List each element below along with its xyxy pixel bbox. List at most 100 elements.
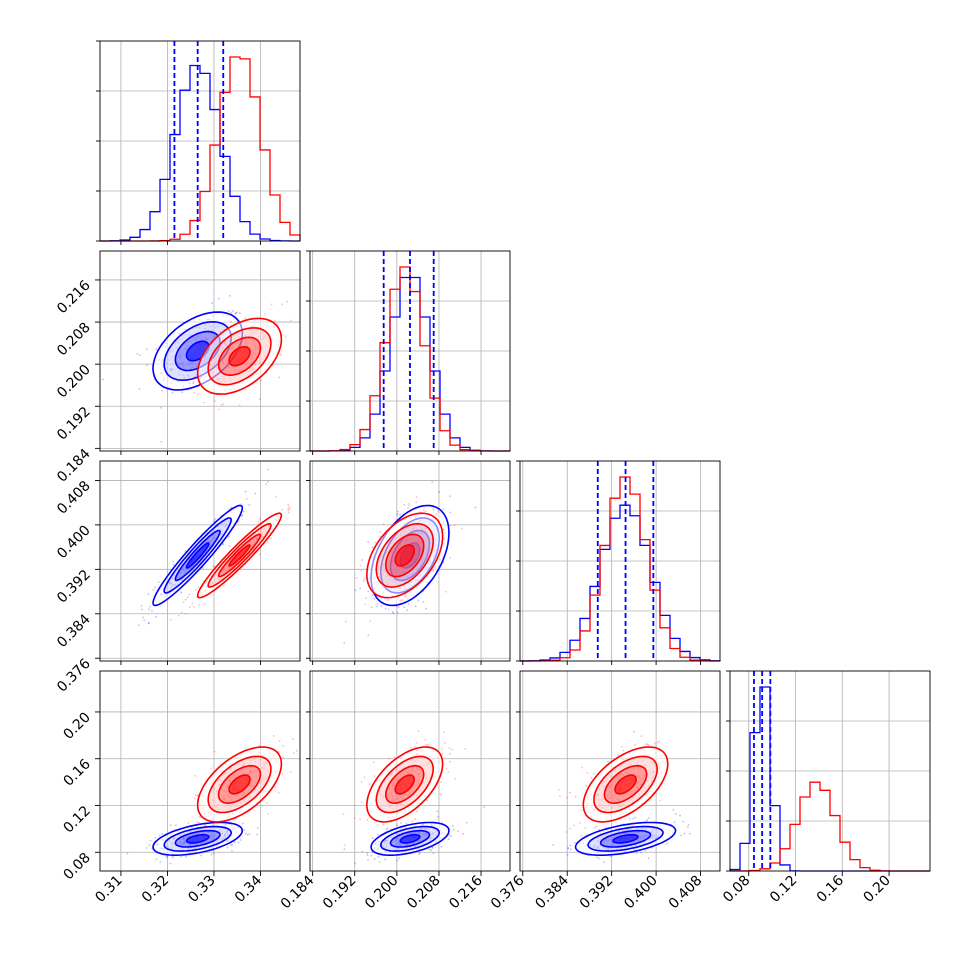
scatter-point	[431, 570, 434, 573]
contour-line	[375, 522, 435, 588]
scatter-point	[188, 382, 191, 385]
contour-line	[217, 533, 262, 578]
scatter-point	[160, 406, 162, 409]
scatter-point	[569, 791, 571, 794]
x-tick-label: 0.33	[185, 873, 218, 906]
scatter-point	[157, 581, 160, 584]
x-tick-label: 0.200	[362, 873, 402, 913]
scatter-point	[422, 509, 425, 512]
scatter-point	[194, 774, 197, 777]
scatter-point	[552, 843, 555, 846]
scatter-point	[175, 824, 177, 827]
scatter-point	[232, 309, 234, 312]
x-axis-1: 0.184 0.192 0.200 0.208 0.216	[278, 871, 486, 912]
scatter-point	[436, 810, 438, 813]
scatter-point	[574, 795, 577, 798]
inner-xticks-1-0	[120, 451, 261, 455]
scatter-point	[558, 788, 560, 791]
scatter-point	[145, 847, 148, 849]
scatter-point	[377, 833, 379, 836]
scatter-point	[210, 853, 213, 856]
scatter-point	[227, 310, 230, 312]
scatter-point	[424, 738, 427, 741]
scatter-point	[161, 389, 163, 392]
scatter-point	[140, 605, 143, 607]
scatter-panel-3-1	[309, 670, 511, 872]
scatter-point	[647, 744, 650, 746]
scatter-point	[437, 511, 440, 514]
scatter-point	[222, 584, 225, 587]
scatter-point	[281, 303, 283, 306]
scatter-point	[483, 806, 485, 808]
blue-contours	[574, 821, 677, 856]
scatter-point	[373, 858, 376, 860]
scatter-point	[415, 496, 418, 498]
x-tick-label: 0.192	[320, 873, 360, 913]
scatter-point	[343, 844, 346, 847]
panel-frame	[309, 670, 511, 872]
scatter-point	[248, 503, 251, 506]
scatter-point	[289, 770, 292, 773]
contour-line	[384, 533, 425, 578]
scatter-point	[414, 745, 416, 748]
scatter-point	[382, 823, 385, 826]
scatter-point	[274, 495, 277, 498]
scatter-point	[258, 744, 261, 747]
x-tick-label: 0.392	[577, 873, 617, 913]
scatter-point	[212, 824, 214, 827]
contour-fill	[615, 775, 637, 794]
scatter-point	[449, 511, 452, 514]
panel-content	[126, 734, 298, 865]
scatter-point	[192, 382, 195, 385]
scatter-point	[601, 829, 604, 832]
scatter-point	[353, 817, 356, 820]
scatter-point	[584, 827, 587, 829]
scatter-point	[193, 377, 195, 380]
red-contours	[365, 746, 444, 823]
scatter-point	[361, 559, 364, 561]
scatter-point	[399, 513, 402, 516]
scatter-point	[426, 799, 428, 802]
y-tick-label: 0.12	[60, 803, 93, 836]
scatter-point	[145, 348, 148, 351]
scatter-point	[580, 809, 582, 812]
scatter-point	[136, 353, 139, 355]
x-axis-3: 0.08 0.12 0.16 0.20	[720, 871, 894, 906]
scatter-point	[359, 564, 362, 567]
scatter-point	[673, 821, 676, 824]
scatter-point	[432, 508, 435, 510]
scatter-point	[387, 757, 390, 760]
scatter-point	[399, 599, 402, 602]
scatter-point	[155, 348, 158, 351]
scatter-point	[376, 605, 379, 608]
contour-line	[228, 774, 251, 795]
contour-line	[614, 774, 637, 795]
scatter-point	[373, 597, 376, 600]
inner-xticks-1-1	[312, 451, 482, 455]
scatter-point	[228, 545, 231, 547]
y-tick-label: 0.08	[60, 850, 93, 883]
scatter-point	[436, 815, 439, 818]
scatter-point	[172, 563, 175, 566]
scatter-panel-1-0	[99, 250, 301, 452]
scatter-point	[396, 514, 399, 517]
scatter-point	[229, 321, 232, 324]
scatter-point	[177, 614, 180, 617]
scatter-point	[192, 381, 195, 384]
x-axis-2: 0.376 0.384 0.392 0.400 0.408	[488, 871, 705, 912]
scatter-point	[407, 502, 410, 505]
scatter-point	[194, 588, 197, 591]
scatter-point	[343, 641, 346, 644]
scatter-point	[232, 819, 235, 822]
scatter-point	[205, 338, 208, 340]
scatter-point	[198, 816, 201, 818]
scatter-point	[597, 857, 600, 860]
scatter-point	[256, 833, 259, 836]
scatter-point	[361, 850, 364, 853]
scatter-point	[622, 749, 625, 752]
scatter-point	[379, 530, 382, 533]
scatter-point	[180, 591, 183, 594]
scatter-point	[418, 852, 421, 855]
